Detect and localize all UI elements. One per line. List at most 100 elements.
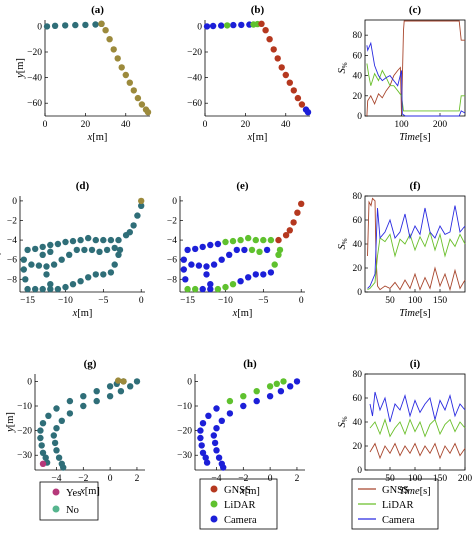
data-point <box>47 241 54 249</box>
data-point <box>237 236 244 244</box>
data-point <box>69 281 77 288</box>
y-axis-label: y[m] <box>15 58 26 79</box>
data-point <box>39 285 46 293</box>
data-point <box>245 234 252 242</box>
data-point <box>77 278 84 285</box>
y-tick-label: 0 <box>172 197 177 207</box>
y-tick-label: −20 <box>27 48 42 58</box>
data-point <box>20 256 27 263</box>
panel-d: (d) −15 −10 −5 0 0 −2 −4 −6 −8 x[m] y[m] <box>0 180 145 319</box>
x-axis-label: x[m] <box>72 308 93 319</box>
data-point <box>199 420 207 427</box>
y-tick-label: −2 <box>167 216 177 226</box>
y-tick-label: 80 <box>353 370 363 380</box>
y-tick-label: 20 <box>353 92 363 102</box>
y-axis-label: S% <box>337 416 349 427</box>
data-point <box>203 271 210 278</box>
data-point <box>211 439 219 447</box>
data-point <box>111 261 118 268</box>
x-tick-label: 0 <box>203 120 208 130</box>
data-point <box>286 79 293 86</box>
data-point <box>58 256 65 263</box>
data-point <box>39 420 47 427</box>
data-point <box>252 271 259 278</box>
data-point <box>220 464 227 471</box>
y-tick-label: −8 <box>167 275 177 285</box>
data-point <box>120 378 127 385</box>
data-point <box>107 269 115 276</box>
data-point <box>80 402 87 410</box>
x-tick-label: 150 <box>433 474 448 484</box>
data-point <box>218 256 225 263</box>
data-point <box>81 246 88 254</box>
x-tick-label: −15 <box>20 296 35 306</box>
data-point <box>241 246 248 254</box>
data-point <box>47 248 54 255</box>
data-point <box>110 46 117 53</box>
data-point <box>270 46 277 53</box>
y-tick-label: 0 <box>357 288 362 298</box>
data-point <box>213 405 220 412</box>
y-tick-label: −4 <box>7 236 17 246</box>
data-point <box>304 109 312 116</box>
data-point <box>199 449 207 456</box>
data-point <box>62 283 69 291</box>
data-point <box>214 240 222 248</box>
data-point <box>263 246 271 254</box>
data-point <box>280 378 287 385</box>
x-axis-label: x[m] <box>87 132 108 143</box>
data-point <box>106 393 114 400</box>
y-tick-label: 40 <box>353 418 363 428</box>
x-axis-label: x[m] <box>247 132 268 143</box>
data-point <box>107 236 115 244</box>
data-point <box>198 442 205 449</box>
data-point <box>277 388 285 395</box>
data-point <box>282 71 289 79</box>
data-point <box>51 22 59 29</box>
data-point <box>278 64 285 71</box>
panel-h: (h)−4 −2 0 20−10−20−30x[m] <box>177 358 305 497</box>
data-point <box>237 278 244 285</box>
data-point <box>267 236 275 244</box>
data-point <box>199 243 206 251</box>
x-axis-label: x[m] <box>79 486 100 497</box>
data-point <box>294 94 302 102</box>
data-point <box>290 87 297 94</box>
data-point <box>134 94 142 102</box>
data-point <box>118 64 125 71</box>
legend-label-yes: Yes <box>66 488 81 499</box>
data-point <box>93 397 100 405</box>
data-point <box>43 271 50 278</box>
panel-c: (c) 100 200 0 20 40 60 80 Time[s] S% <box>337 4 466 143</box>
data-point <box>126 79 133 86</box>
data-point <box>100 271 107 278</box>
data-point <box>252 236 259 244</box>
y-tick-label: 0 <box>357 112 362 122</box>
plot-frame <box>364 195 466 293</box>
y-tick-label: −30 <box>177 451 192 461</box>
data-point <box>39 251 46 258</box>
legend-line-label-gnss: GNSS <box>382 485 409 496</box>
data-point <box>50 432 57 439</box>
data-point <box>192 245 199 253</box>
x-tick-label: 0 <box>43 120 48 130</box>
y-tick-label: 80 <box>353 31 363 41</box>
data-point <box>260 271 267 278</box>
data-point <box>273 380 280 387</box>
y-tick-label: 0 <box>187 377 192 387</box>
data-point <box>115 377 122 384</box>
y-tick-label: −60 <box>27 99 42 109</box>
x-tick-label: −5 <box>98 296 108 306</box>
data-point <box>32 245 39 253</box>
x-tick-label: 150 <box>433 296 448 306</box>
data-point <box>138 197 145 205</box>
data-point <box>260 236 267 244</box>
data-point <box>66 251 73 258</box>
data-point <box>274 55 281 62</box>
x-tick-label: 20 <box>241 120 251 130</box>
series-line-gnss <box>366 20 465 117</box>
panel-title-h: (h) <box>243 358 257 370</box>
data-point <box>184 285 191 293</box>
series-line-lidar <box>366 63 465 112</box>
data-point <box>60 464 67 471</box>
